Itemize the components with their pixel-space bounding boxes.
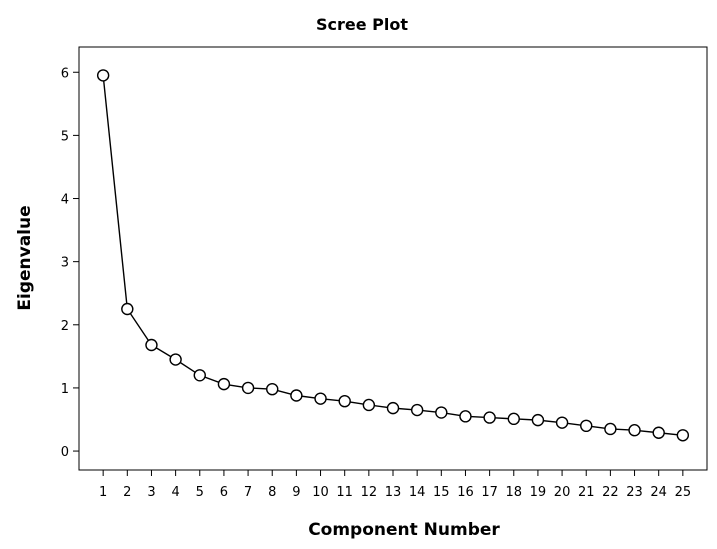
data-point-22 — [604, 422, 617, 436]
x-tick-label: 8 — [268, 485, 276, 500]
x-tick-label: 2 — [123, 485, 131, 500]
data-point-24 — [652, 426, 665, 439]
y-tick-label: 4 — [61, 193, 69, 208]
x-tick-label: 9 — [292, 485, 300, 500]
data-point-12 — [362, 398, 376, 412]
x-tick-label: 16 — [457, 485, 474, 500]
data-point-19 — [531, 413, 545, 427]
data-point-25 — [676, 429, 690, 442]
data-point-21 — [580, 419, 593, 433]
x-tick-label: 11 — [336, 485, 353, 500]
data-point-20 — [555, 416, 569, 429]
x-tick-label: 25 — [675, 485, 692, 500]
x-tick-label: 3 — [147, 485, 155, 500]
data-point-3 — [145, 338, 158, 352]
x-tick-label: 7 — [244, 485, 252, 500]
x-tick-label: 19 — [530, 485, 547, 500]
x-axis: 1 2 3 4 5 6 7 8 9 10 11 12 13 14 15 16 17 18 19 20 21 22 23 24 2… — [99, 470, 691, 500]
x-tick-label: 17 — [481, 485, 498, 500]
y-tick-label: 2 — [61, 319, 69, 334]
data-point-7 — [241, 381, 255, 395]
data-point-15 — [435, 406, 448, 419]
data-point-6 — [217, 377, 231, 391]
x-tick-label: 6 — [220, 485, 228, 500]
y-axis-title: Eigenvalue — [15, 205, 35, 310]
data-point-1 — [96, 69, 110, 82]
y-tick-label: 3 — [61, 256, 69, 271]
y-tick-label: 0 — [61, 445, 69, 460]
x-tick-label: 14 — [409, 485, 426, 500]
x-tick-label: 5 — [196, 485, 204, 500]
data-point-9 — [290, 389, 303, 402]
data-point-11 — [338, 394, 351, 408]
x-tick-label: 10 — [312, 485, 329, 500]
x-tick-label: 4 — [171, 485, 179, 500]
plot-frame — [78, 46, 708, 471]
x-tick-label: 13 — [385, 485, 402, 500]
x-tick-label: 15 — [433, 485, 450, 500]
x-tick-label: 22 — [602, 485, 619, 500]
series-layer — [96, 69, 690, 442]
x-tick-label: 1 — [99, 485, 107, 500]
data-point-17 — [483, 411, 496, 424]
data-point-23 — [628, 424, 641, 437]
chart-title: Scree Plot — [316, 15, 408, 34]
data-point-4 — [169, 353, 182, 366]
data-point-13 — [386, 401, 400, 415]
data-point-5 — [193, 369, 206, 382]
y-tick-label: 6 — [61, 66, 69, 81]
x-axis-title: Component Number — [308, 520, 500, 540]
data-point-14 — [410, 403, 424, 417]
data-point-10 — [314, 392, 327, 405]
y-axis: 0 1 2 3 4 5 6 — [61, 66, 79, 460]
x-tick-label: 20 — [554, 485, 571, 500]
data-point-16 — [459, 410, 472, 423]
x-tick-label: 24 — [650, 485, 667, 500]
x-tick-label: 23 — [626, 485, 643, 500]
x-tick-label: 12 — [361, 485, 378, 500]
y-tick-label: 1 — [61, 382, 69, 397]
x-tick-label: 18 — [505, 485, 522, 500]
data-point-8 — [266, 382, 279, 396]
x-tick-label: 21 — [578, 485, 595, 500]
data-point-18 — [507, 412, 520, 426]
y-tick-label: 5 — [61, 129, 69, 144]
data-point-2 — [121, 302, 134, 316]
